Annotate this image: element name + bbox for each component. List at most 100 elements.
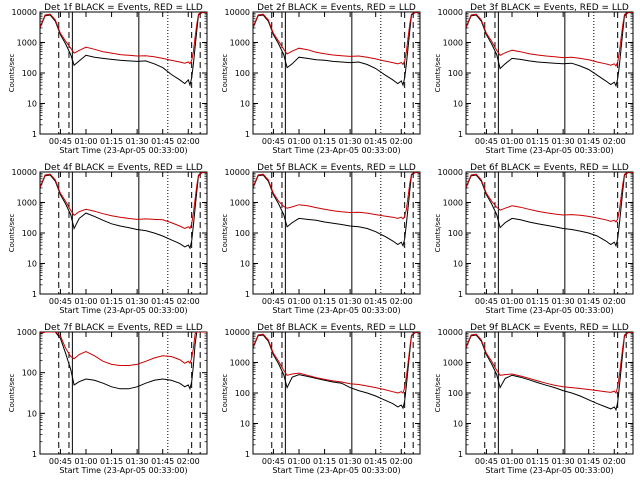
plot-frame xyxy=(39,331,208,455)
series-line-1 xyxy=(40,332,207,391)
x-tick-label: 00:45 xyxy=(49,137,72,146)
chart-panel-2: Det 2f BLACK = Events, RED = LLD 1 10 100 10… xyxy=(221,3,421,155)
chart-title: Det 1f BLACK = Events, RED = LLD xyxy=(44,3,203,13)
x-tick-label: 00:45 xyxy=(475,137,498,146)
y-axis-label: Counts/sec xyxy=(434,374,442,413)
y-axis-label: Counts/sec xyxy=(8,214,16,253)
y-tick-label: 10 xyxy=(240,100,250,109)
chart-panel-1: Det 1f BLACK = Events, RED = LLD 1 10 100 10… xyxy=(8,3,208,155)
chart-panel-9: Det 9f BLACK = Events, RED = LLD 1 10 100 10… xyxy=(434,323,634,475)
x-tick-label: 01:30 xyxy=(552,457,575,466)
y-tick-label: 100 xyxy=(448,389,463,398)
y-tick-label: 100 xyxy=(22,369,37,378)
plot-frame xyxy=(465,331,634,455)
x-axis-label: Start Time (23-Apr-05 00:33:00) xyxy=(485,306,613,315)
y-tick-label: 10 xyxy=(27,260,37,269)
chart-title: Det 9f BLACK = Events, RED = LLD xyxy=(470,323,629,333)
y-tick-label: 1000 xyxy=(443,359,463,368)
y-tick-label: 1 xyxy=(458,290,463,299)
x-tick-label: 01:15 xyxy=(526,137,549,146)
chart-title: Det 8f BLACK = Events, RED = LLD xyxy=(257,323,416,333)
x-tick-label: 02:00 xyxy=(177,297,200,306)
y-tick-label: 10000 xyxy=(438,328,463,337)
series-line-2 xyxy=(466,12,633,67)
y-tick-label: 100 xyxy=(22,69,37,78)
y-tick-label: 10 xyxy=(240,260,250,269)
x-tick-label: 01:45 xyxy=(577,457,600,466)
series-line-1 xyxy=(253,332,420,410)
plot-frame xyxy=(465,171,634,295)
plot-frame xyxy=(252,171,421,295)
x-tick-label: 01:00 xyxy=(74,457,97,466)
series-line-2 xyxy=(466,332,633,395)
y-tick-label: 1 xyxy=(458,450,463,459)
plot-frame xyxy=(252,331,421,455)
x-tick-label: 01:45 xyxy=(151,457,174,466)
chart-panel-5: Det 5f BLACK = Events, RED = LLD 1 10 100 10… xyxy=(221,163,421,315)
x-tick-label: 00:45 xyxy=(49,297,72,306)
y-tick-label: 10 xyxy=(240,420,250,429)
y-tick-label: 10 xyxy=(27,409,37,418)
x-tick-label: 01:15 xyxy=(313,457,336,466)
y-axis-label: Counts/sec xyxy=(221,214,229,253)
x-tick-label: 01:45 xyxy=(151,137,174,146)
x-tick-label: 01:15 xyxy=(313,297,336,306)
y-tick-label: 100 xyxy=(22,229,37,238)
series-line-2 xyxy=(466,172,633,223)
y-tick-label: 10000 xyxy=(12,168,37,177)
x-axis-label: Start Time (23-Apr-05 00:33:00) xyxy=(485,466,613,475)
x-tick-label: 01:15 xyxy=(313,137,336,146)
y-tick-label: 100 xyxy=(235,229,250,238)
y-tick-label: 10 xyxy=(27,100,37,109)
x-tick-label: 01:30 xyxy=(339,137,362,146)
x-tick-label: 00:45 xyxy=(475,457,498,466)
x-tick-label: 00:45 xyxy=(49,457,72,466)
x-tick-label: 01:00 xyxy=(500,137,523,146)
x-axis-label: Start Time (23-Apr-05 00:33:00) xyxy=(272,466,400,475)
x-tick-label: 00:45 xyxy=(475,297,498,306)
chart-panel-8: Det 8f BLACK = Events, RED = LLD 1 10 100 10… xyxy=(221,323,421,475)
x-tick-label: 01:15 xyxy=(526,457,549,466)
y-tick-label: 10000 xyxy=(438,8,463,17)
x-tick-label: 01:45 xyxy=(577,137,600,146)
x-tick-label: 01:45 xyxy=(364,137,387,146)
x-tick-label: 01:00 xyxy=(287,137,310,146)
x-tick-label: 02:00 xyxy=(603,137,626,146)
y-tick-label: 1000 xyxy=(17,328,37,337)
y-tick-label: 10000 xyxy=(225,8,250,17)
x-tick-label: 02:00 xyxy=(390,457,413,466)
series-line-2 xyxy=(253,172,420,220)
y-tick-label: 1 xyxy=(245,130,250,139)
x-tick-label: 01:15 xyxy=(526,297,549,306)
y-tick-label: 1 xyxy=(32,290,37,299)
y-tick-label: 100 xyxy=(235,69,250,78)
x-tick-label: 02:00 xyxy=(177,457,200,466)
y-tick-label: 1000 xyxy=(230,359,250,368)
x-tick-label: 01:30 xyxy=(126,297,149,306)
x-tick-label: 01:15 xyxy=(100,457,123,466)
x-tick-label: 01:00 xyxy=(500,457,523,466)
chart-title: Det 4f BLACK = Events, RED = LLD xyxy=(44,163,203,173)
y-tick-label: 1 xyxy=(32,450,37,459)
plot-frame xyxy=(39,11,208,135)
x-tick-label: 02:00 xyxy=(390,137,413,146)
y-tick-label: 100 xyxy=(235,389,250,398)
series-line-1 xyxy=(466,12,633,88)
y-tick-label: 1000 xyxy=(230,199,250,208)
series-line-1 xyxy=(40,172,207,250)
x-tick-label: 01:45 xyxy=(577,297,600,306)
x-tick-label: 01:15 xyxy=(100,137,123,146)
y-tick-label: 10 xyxy=(453,100,463,109)
x-tick-label: 02:00 xyxy=(603,457,626,466)
y-tick-label: 1 xyxy=(32,130,37,139)
x-tick-label: 01:30 xyxy=(126,137,149,146)
x-axis-label: Start Time (23-Apr-05 00:33:00) xyxy=(59,306,187,315)
x-tick-label: 00:45 xyxy=(262,137,285,146)
series-line-1 xyxy=(466,172,633,248)
y-axis-label: Counts/sec xyxy=(221,54,229,93)
x-tick-label: 02:00 xyxy=(603,297,626,306)
y-tick-label: 10000 xyxy=(225,168,250,177)
x-tick-label: 01:15 xyxy=(100,297,123,306)
y-tick-label: 100 xyxy=(448,229,463,238)
